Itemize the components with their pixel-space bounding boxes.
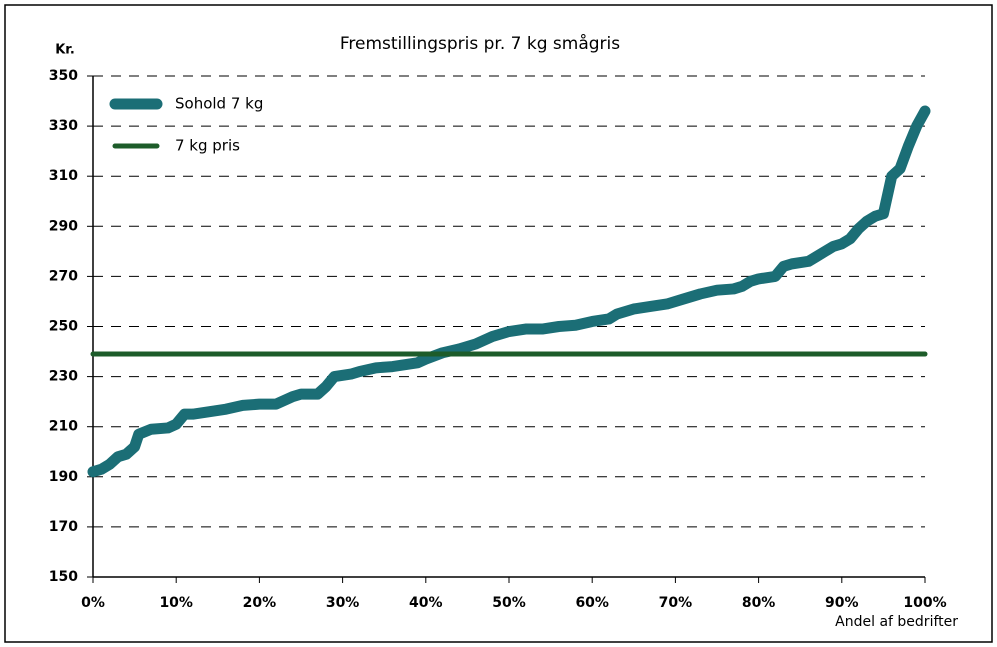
y-tick-label: 230 — [49, 369, 78, 385]
x-tick-label: 50% — [492, 595, 526, 611]
x-tick-label: 20% — [243, 595, 277, 611]
y-tick-label: 170 — [49, 519, 78, 535]
y-axis-label: Kr. — [55, 43, 75, 58]
x-tick-label: 10% — [159, 595, 193, 611]
x-tick-label: 60% — [575, 595, 609, 611]
x-axis-label: Andel af bedrifter — [835, 614, 958, 630]
line-series — [87, 105, 931, 478]
y-tick-label: 210 — [49, 419, 78, 435]
chart-title: Fremstillingspris pr. 7 kg smågris — [340, 33, 620, 54]
x-tick-label: 0% — [81, 595, 105, 611]
y-tick-label: 150 — [49, 569, 78, 585]
y-tick-label: 310 — [49, 168, 78, 184]
frame — [4, 4, 993, 643]
y-tick-label: 330 — [49, 118, 78, 134]
x-tick-label: 80% — [742, 595, 776, 611]
y-tick-label: 250 — [49, 319, 78, 335]
y-tick-label: 270 — [49, 268, 78, 284]
x-tick-label: 90% — [825, 595, 859, 611]
legend-label: Sohold 7 kg — [175, 95, 263, 113]
legend-label: 7 kg pris — [175, 137, 240, 155]
y-tick-label: 350 — [49, 68, 78, 84]
x-tick-label: 40% — [409, 595, 443, 611]
x-tick-label: 70% — [659, 595, 693, 611]
y-tick-label: 190 — [49, 469, 78, 485]
x-tick-label: 30% — [326, 595, 360, 611]
y-tick-label: 290 — [49, 218, 78, 234]
x-tick-label: 100% — [903, 595, 946, 611]
